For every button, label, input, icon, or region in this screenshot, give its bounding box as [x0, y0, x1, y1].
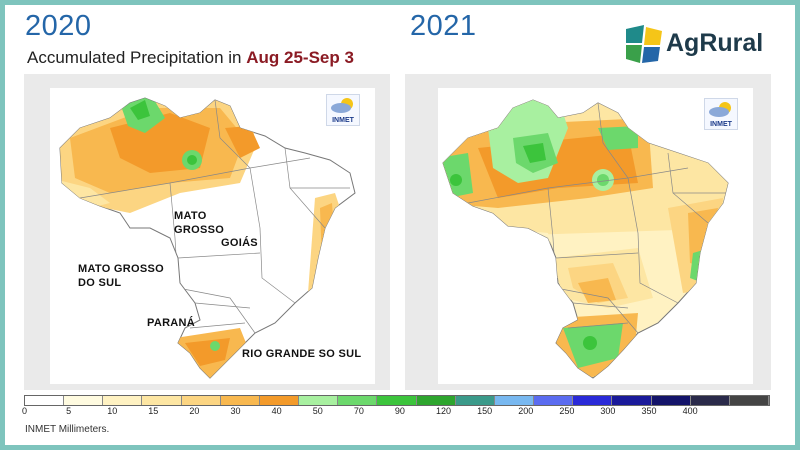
- scale-swatch: [651, 396, 691, 405]
- scale-swatch: [612, 396, 652, 405]
- scale-tick-label: 150: [477, 406, 493, 416]
- label-mato-grosso-do-sul: MATO GROSSO DO SUL: [78, 263, 165, 289]
- scale-tick-label: 5: [66, 406, 72, 416]
- scale-swatch: [377, 396, 417, 405]
- label-mato-grosso: MATO GROSSO: [174, 210, 225, 236]
- scale-tick-label: 0: [22, 406, 28, 416]
- scale-swatch: [690, 396, 730, 405]
- inmet-badge-text-2021: INMET: [710, 121, 732, 128]
- weather-cloud-icon: [709, 102, 731, 117]
- scale-tick-label: 300: [600, 406, 616, 416]
- scale-swatch: [573, 396, 613, 405]
- scale-swatch: [25, 396, 65, 405]
- scale-swatch: [455, 396, 495, 405]
- precipitation-color-scale: [24, 395, 770, 406]
- scale-swatch: [494, 396, 535, 405]
- scale-swatch: [534, 396, 574, 405]
- scale-swatch: [220, 396, 260, 405]
- label-goias: GOIÁS: [221, 237, 258, 249]
- label-parana: PARANÁ: [147, 317, 196, 329]
- year-2021-title: 2021: [410, 10, 477, 42]
- scale-tick-label: 400: [682, 406, 698, 416]
- scale-swatch: [103, 396, 143, 405]
- label-rio-grande-do-sul: RIO GRANDE SO SUL: [242, 348, 362, 360]
- inmet-badge-2021: INMET: [704, 98, 738, 130]
- scale-swatch: [64, 396, 104, 405]
- source-note: INMET Millimeters.: [25, 424, 110, 435]
- precipitation-scale-ticks: 0 5 10 15 20 30 40 50 70 90 120 150 200 250 300 350 400: [22, 406, 770, 420]
- subtitle-prefix: Accumulated Precipitation in: [27, 48, 247, 67]
- scale-swatch: [142, 396, 182, 405]
- scale-swatch: [338, 396, 378, 405]
- agrural-logo-icon: [626, 25, 662, 63]
- scale-tick-label: 90: [394, 406, 405, 416]
- scale-tick-label: 200: [518, 406, 534, 416]
- scale-tick-label: 250: [559, 406, 575, 416]
- scale-swatch: [729, 396, 769, 405]
- agrural-logo-text: AgRural: [666, 29, 764, 57]
- scale-tick-label: 30: [230, 406, 241, 416]
- scale-swatch: [181, 396, 221, 405]
- scale-tick-label: 70: [353, 406, 364, 416]
- scale-tick-label: 15: [148, 406, 159, 416]
- subtitle-date-range: Aug 25-Sep 3: [246, 48, 354, 67]
- scale-tick-label: 120: [436, 406, 452, 416]
- map-2020-brazil: [59, 97, 356, 379]
- scale-tick-label: 50: [312, 406, 323, 416]
- scale-tick-label: 20: [189, 406, 200, 416]
- scale-swatch: [299, 396, 339, 405]
- inmet-badge-text-2020: INMET: [332, 117, 354, 124]
- subtitle: Accumulated Precipitation in Aug 25-Sep …: [27, 48, 354, 68]
- scale-tick-label: 350: [641, 406, 657, 416]
- agrural-logo: AgRural: [624, 25, 774, 65]
- map-2020: INMET: [50, 88, 375, 384]
- map-2021: INMET: [438, 88, 753, 384]
- scale-tick-label: 10: [107, 406, 118, 416]
- scale-swatch: [416, 396, 456, 405]
- scale-tick-label: 40: [271, 406, 282, 416]
- year-2020-title: 2020: [25, 10, 92, 42]
- map-2021-brazil: [442, 99, 729, 379]
- inmet-badge-2020: INMET: [326, 94, 360, 126]
- scale-swatch: [259, 396, 300, 405]
- weather-cloud-icon: [331, 98, 353, 113]
